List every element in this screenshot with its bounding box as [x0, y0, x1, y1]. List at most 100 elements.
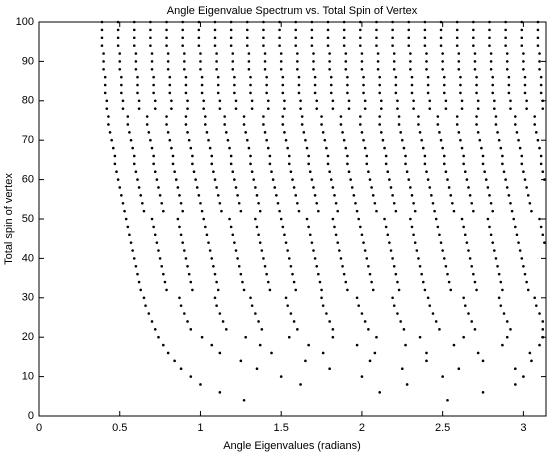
point: [481, 359, 485, 363]
point: [505, 60, 509, 63]
point: [488, 225, 491, 229]
point: [407, 28, 411, 32]
point: [505, 67, 509, 71]
point: [341, 131, 344, 134]
point: [313, 91, 317, 95]
point: [342, 44, 346, 47]
point: [525, 186, 528, 189]
point: [171, 154, 175, 158]
point: [476, 107, 480, 110]
point: [376, 52, 380, 55]
point: [121, 107, 125, 110]
point: [472, 209, 475, 213]
point: [346, 162, 349, 166]
point: [132, 20, 136, 24]
point: [268, 162, 272, 166]
point: [231, 67, 235, 71]
point: [391, 20, 394, 24]
point: [105, 99, 109, 103]
point: [421, 146, 425, 150]
point: [142, 296, 146, 300]
point: [405, 383, 409, 386]
point: [165, 123, 168, 126]
point: [455, 123, 459, 126]
point: [362, 83, 365, 87]
point: [404, 162, 407, 166]
point: [118, 60, 122, 63]
point: [278, 209, 281, 213]
point: [218, 99, 222, 103]
point: [226, 138, 230, 142]
point: [442, 91, 446, 95]
point: [276, 201, 280, 205]
point: [383, 217, 386, 221]
point: [514, 225, 517, 229]
y-tick-label: 20: [22, 331, 34, 343]
point: [501, 343, 504, 347]
point: [245, 44, 249, 47]
point: [257, 201, 260, 205]
point: [462, 296, 465, 300]
point: [455, 36, 459, 40]
point: [481, 162, 485, 166]
point: [423, 288, 427, 292]
point: [186, 107, 189, 110]
point: [412, 99, 415, 103]
point: [149, 44, 152, 47]
point: [413, 241, 417, 244]
point: [294, 194, 298, 197]
point: [137, 99, 141, 103]
point: [360, 60, 364, 63]
point: [329, 178, 333, 181]
point: [121, 99, 125, 103]
point: [262, 123, 265, 126]
point: [359, 44, 362, 47]
point: [321, 304, 325, 307]
point: [344, 280, 348, 284]
point: [476, 131, 480, 134]
point: [431, 312, 435, 315]
point: [126, 225, 130, 229]
point: [204, 123, 207, 126]
point: [147, 312, 151, 315]
point: [218, 351, 222, 355]
point: [100, 36, 104, 40]
point: [404, 154, 407, 158]
point: [231, 170, 235, 174]
point: [396, 312, 399, 315]
point: [160, 264, 164, 268]
point: [465, 178, 469, 181]
point: [317, 209, 320, 213]
point: [423, 44, 427, 47]
point: [278, 20, 281, 24]
point: [247, 146, 251, 150]
point: [378, 83, 381, 87]
point: [449, 288, 453, 292]
point: [388, 178, 391, 181]
point: [137, 107, 141, 110]
point: [331, 99, 335, 103]
point: [504, 20, 507, 24]
point: [215, 280, 218, 284]
point: [218, 391, 222, 394]
point: [417, 115, 420, 118]
point: [153, 99, 157, 103]
point: [394, 209, 398, 213]
point: [331, 107, 335, 110]
point: [157, 249, 160, 252]
point: [473, 52, 477, 55]
point: [152, 154, 155, 158]
point: [442, 75, 446, 79]
point: [441, 67, 444, 71]
point: [541, 328, 545, 331]
point: [229, 36, 233, 40]
point: [204, 115, 207, 118]
point: [459, 138, 462, 142]
point: [434, 217, 438, 221]
point: [491, 91, 495, 95]
point: [150, 67, 154, 71]
point: [409, 217, 412, 221]
point: [425, 170, 428, 174]
point: [475, 115, 478, 118]
point: [307, 343, 310, 347]
